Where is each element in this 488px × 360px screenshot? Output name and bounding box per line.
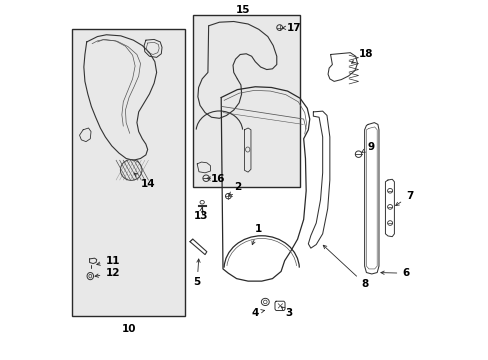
Text: 14: 14 <box>134 173 156 189</box>
Text: 5: 5 <box>193 259 201 287</box>
Text: 1: 1 <box>251 225 261 245</box>
Text: 8: 8 <box>323 245 368 289</box>
Text: 3: 3 <box>281 307 292 318</box>
Text: 11: 11 <box>97 256 120 266</box>
Text: 13: 13 <box>193 208 207 221</box>
Text: 10: 10 <box>122 324 136 334</box>
Text: 6: 6 <box>380 268 409 278</box>
Text: 7: 7 <box>395 191 412 206</box>
Bar <box>192 15 300 187</box>
Text: 2: 2 <box>228 182 241 195</box>
Text: 12: 12 <box>95 268 120 278</box>
Text: 9: 9 <box>361 142 374 152</box>
Text: 16: 16 <box>206 174 224 184</box>
Text: 18: 18 <box>351 49 372 63</box>
Bar <box>72 30 185 316</box>
Text: 4: 4 <box>251 308 264 318</box>
Text: 17: 17 <box>282 23 301 33</box>
Text: 15: 15 <box>235 5 249 15</box>
